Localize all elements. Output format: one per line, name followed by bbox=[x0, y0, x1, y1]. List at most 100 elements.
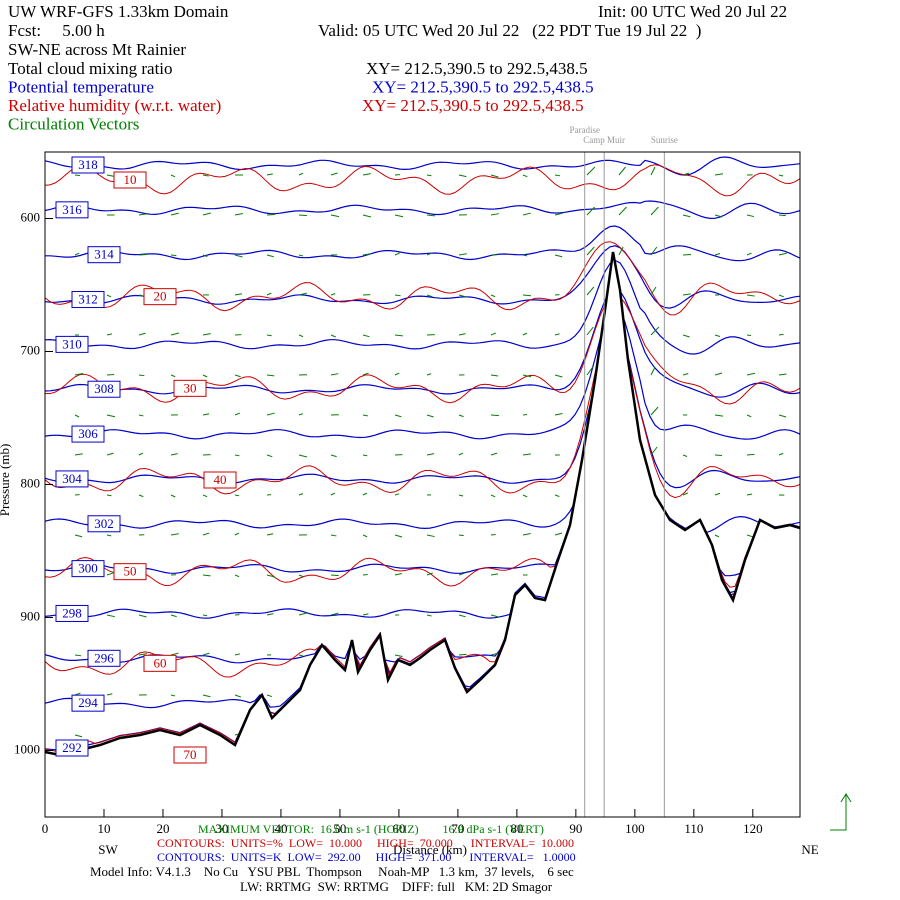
vector bbox=[298, 612, 308, 616]
y-axis-label: Pressure (mb) bbox=[0, 444, 12, 517]
contours bbox=[45, 156, 800, 753]
vector bbox=[714, 253, 721, 256]
vector bbox=[746, 214, 755, 218]
station-name: Camp Muir bbox=[583, 135, 625, 145]
rh-contours: CONTOURS: UNITS=% LOW= 10.000 HIGH= 70.0… bbox=[157, 836, 574, 850]
vector bbox=[426, 214, 436, 217]
vector bbox=[138, 494, 144, 498]
vector bbox=[554, 494, 560, 497]
vector bbox=[426, 614, 432, 617]
vector bbox=[394, 294, 401, 297]
vector bbox=[170, 332, 179, 336]
contour-label-box bbox=[143, 654, 177, 672]
vector bbox=[266, 454, 273, 458]
contour-label-box bbox=[71, 291, 105, 309]
vector bbox=[586, 286, 595, 296]
vector bbox=[522, 212, 531, 216]
vector bbox=[682, 334, 690, 338]
vector bbox=[138, 332, 146, 336]
vector bbox=[202, 494, 208, 498]
vector bbox=[234, 374, 241, 378]
title: UW WRF-GFS 1.33km Domain bbox=[8, 2, 229, 21]
vector bbox=[234, 412, 241, 416]
vector bbox=[778, 214, 786, 217]
vector bbox=[106, 414, 116, 418]
vector bbox=[362, 253, 371, 256]
vector bbox=[458, 452, 464, 456]
vector bbox=[362, 414, 368, 417]
x-tick-label: 20 bbox=[156, 821, 169, 836]
vector bbox=[234, 454, 240, 457]
rh-contour bbox=[45, 294, 800, 405]
vector bbox=[266, 694, 273, 698]
vector bbox=[74, 534, 83, 538]
vector bbox=[266, 533, 274, 536]
vector bbox=[394, 493, 400, 496]
vector bbox=[394, 654, 403, 658]
vector bbox=[362, 613, 369, 616]
vector bbox=[394, 214, 404, 218]
vector bbox=[426, 252, 433, 256]
vector bbox=[74, 373, 84, 376]
vector bbox=[490, 332, 497, 336]
vector bbox=[170, 254, 177, 257]
vector bbox=[202, 614, 208, 617]
vector bbox=[458, 174, 467, 178]
vector bbox=[746, 372, 756, 376]
vector bbox=[106, 572, 114, 576]
vector bbox=[426, 373, 432, 376]
x-tick-label: 40 bbox=[274, 821, 287, 836]
vector bbox=[106, 693, 113, 696]
right-label: NE bbox=[801, 842, 818, 857]
vector bbox=[458, 614, 466, 618]
contour-label: 40 bbox=[214, 472, 227, 487]
contour-label: 304 bbox=[62, 471, 82, 486]
y-tick-label: 700 bbox=[21, 342, 41, 357]
vector bbox=[298, 254, 304, 257]
vector bbox=[298, 454, 308, 458]
field-name: Relative humidity (w.r.t. water) bbox=[8, 96, 221, 115]
vector bbox=[330, 612, 339, 616]
rh-contour bbox=[45, 282, 800, 753]
vector bbox=[170, 614, 177, 618]
vector bbox=[202, 652, 210, 656]
x-tick-label: 120 bbox=[743, 821, 763, 836]
theta-contour bbox=[45, 200, 800, 220]
y-tick-label: 900 bbox=[21, 608, 41, 623]
vector bbox=[106, 452, 114, 456]
vector bbox=[362, 492, 368, 496]
vector bbox=[170, 453, 178, 456]
vector bbox=[170, 374, 176, 378]
contour-label-box bbox=[55, 470, 89, 488]
contour-label: 314 bbox=[94, 247, 114, 262]
vector bbox=[490, 614, 500, 618]
y-tick-label: 1000 bbox=[14, 741, 40, 756]
contour-label-box bbox=[113, 171, 147, 189]
vector bbox=[330, 373, 339, 376]
vector bbox=[266, 254, 274, 258]
vector bbox=[650, 406, 659, 416]
vector bbox=[778, 294, 784, 298]
x-tick-label: 80 bbox=[510, 821, 523, 836]
vector bbox=[490, 213, 499, 216]
vector bbox=[330, 492, 336, 496]
contour-label-box bbox=[87, 515, 121, 533]
rh-contour bbox=[45, 273, 800, 588]
vector bbox=[298, 172, 304, 176]
contour-label: 292 bbox=[62, 740, 82, 755]
vector bbox=[202, 174, 209, 177]
vector bbox=[170, 694, 176, 697]
contour-label: 310 bbox=[62, 336, 82, 351]
vector bbox=[330, 334, 336, 338]
vector bbox=[170, 652, 179, 656]
contour-label-box bbox=[87, 246, 121, 264]
vector bbox=[682, 214, 691, 218]
vector bbox=[682, 373, 689, 376]
vector bbox=[202, 374, 208, 378]
vector bbox=[714, 372, 723, 376]
vector bbox=[554, 532, 563, 536]
vector bbox=[458, 494, 464, 497]
vector bbox=[426, 453, 435, 456]
theta-contour bbox=[45, 156, 800, 176]
vector bbox=[714, 492, 721, 496]
